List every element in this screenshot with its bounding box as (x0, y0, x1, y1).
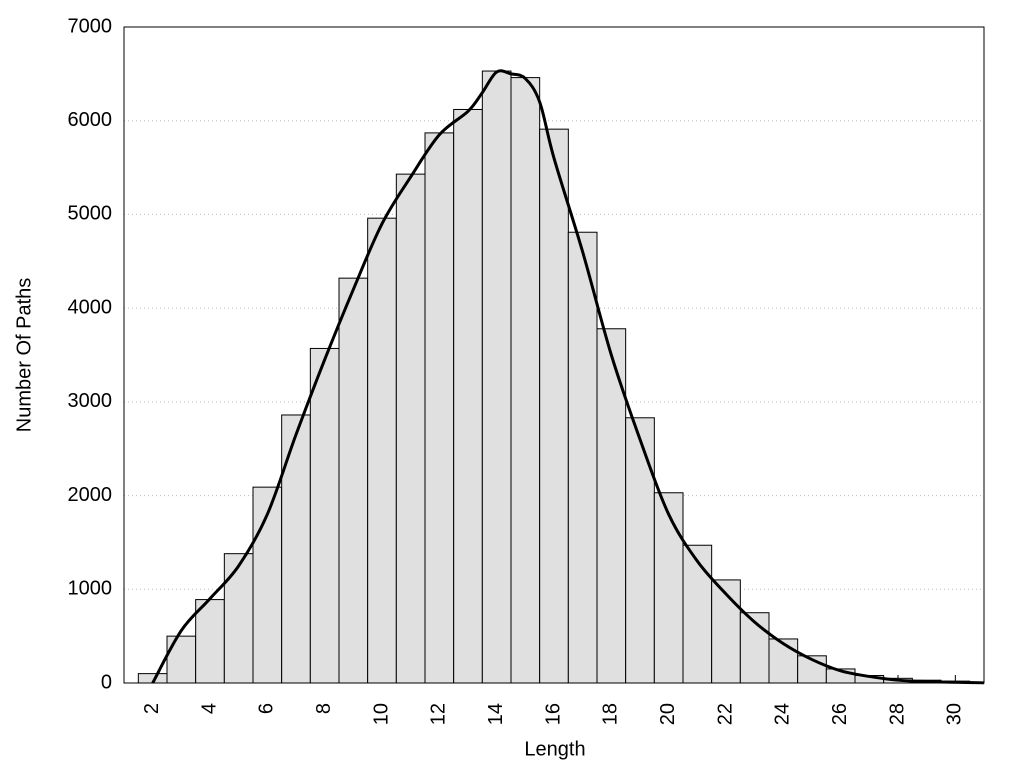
y-tick-label: 5000 (68, 203, 113, 225)
bar (481, 70, 512, 684)
bar (195, 599, 225, 684)
bar (453, 108, 483, 684)
x-tick-label: 12 (428, 703, 450, 725)
bar (768, 638, 799, 684)
x-tick-label: 4 (198, 703, 220, 714)
x-tick-label: 24 (772, 703, 794, 725)
y-tick-label: 2000 (68, 484, 113, 506)
x-tick-label: 26 (829, 703, 851, 725)
bar (653, 492, 684, 684)
x-tick-label: 30 (944, 703, 966, 725)
density-curve (151, 69, 985, 685)
y-tick-label: 7000 (68, 15, 113, 37)
bar (625, 417, 655, 684)
x-axis-label: Length (524, 738, 585, 760)
y-tick-label: 3000 (68, 390, 113, 412)
bar (395, 173, 426, 684)
bar (223, 553, 254, 684)
bar (539, 128, 569, 684)
bar (309, 347, 340, 684)
x-tick-label: 10 (370, 703, 392, 725)
x-tick-label: 18 (600, 703, 622, 725)
x-tick-label: 14 (485, 703, 507, 725)
y-tick-label: 0 (101, 671, 112, 693)
x-tick-label: 28 (886, 703, 908, 725)
bar (682, 544, 713, 684)
y-tick-label: 6000 (68, 109, 113, 131)
y-tick-label: 1000 (68, 578, 113, 600)
bar (166, 635, 197, 684)
x-tick-label: 2 (141, 703, 163, 714)
x-tick-label: 20 (657, 703, 679, 725)
y-axis-label: Number Of Paths (13, 278, 35, 433)
bar (281, 414, 311, 684)
x-tick-label: 6 (256, 703, 278, 714)
bar (510, 77, 541, 684)
bar (711, 579, 741, 684)
x-tick-label: 22 (714, 703, 736, 725)
plot-frame (123, 26, 985, 684)
bar (367, 217, 397, 684)
x-tick-label: 8 (313, 703, 335, 714)
y-tick-label: 4000 (68, 296, 113, 318)
bar (338, 277, 369, 684)
bar (424, 132, 455, 684)
x-tick-label: 16 (542, 703, 564, 725)
bar (567, 231, 598, 684)
